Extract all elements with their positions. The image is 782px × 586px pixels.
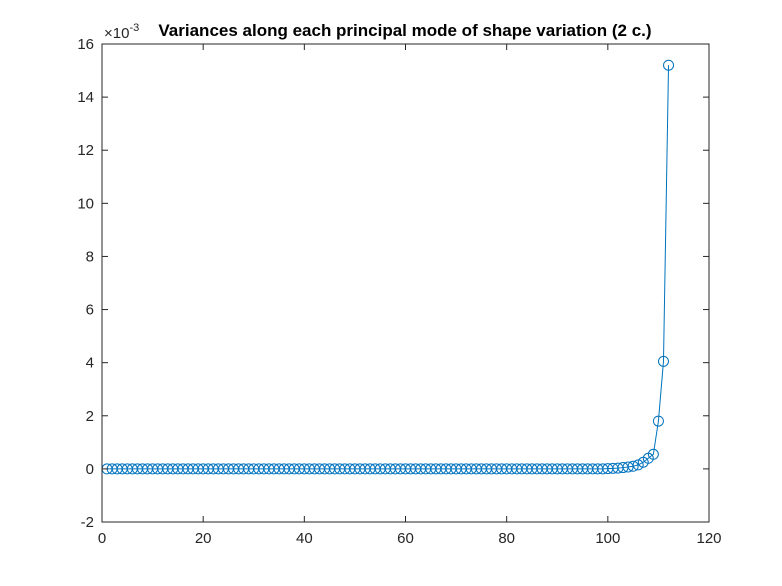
x-tick-label: 80 (498, 530, 515, 547)
x-tick-label: 40 (296, 530, 313, 547)
data-point (647, 448, 659, 460)
y-tick-label: 8 (86, 248, 94, 265)
y-tick-label: -2 (81, 514, 94, 531)
x-tick-label: 120 (696, 530, 721, 547)
y-tick-label: 2 (86, 408, 94, 425)
x-tick-label: 20 (195, 530, 212, 547)
data-point (652, 415, 664, 427)
x-tick-label: 100 (595, 530, 620, 547)
data-point (632, 459, 644, 471)
y-tick-label: 4 (86, 355, 94, 372)
data-point (627, 460, 639, 472)
y-tick-label: 6 (86, 302, 94, 319)
data-point (622, 461, 634, 473)
x-tick-label: 0 (98, 530, 106, 547)
series-layer (101, 59, 675, 475)
y-tick-label: 16 (77, 36, 94, 53)
series-line (107, 65, 670, 470)
y-exponent-base: ×10 (104, 25, 129, 42)
data-point (663, 59, 675, 71)
y-tick-label: 14 (77, 89, 94, 106)
y-tick-label: 10 (77, 195, 94, 212)
chart-title: Variances along each principal mode of s… (158, 21, 651, 40)
y-exponent-power: -3 (129, 22, 139, 34)
y-exponent-label: ×10-3 (104, 22, 139, 42)
data-point (657, 355, 669, 367)
y-tick-label: 0 (86, 461, 94, 478)
x-tick-label: 60 (397, 530, 414, 547)
plot-area-background (102, 44, 709, 522)
y-tick-label: 12 (77, 142, 94, 159)
